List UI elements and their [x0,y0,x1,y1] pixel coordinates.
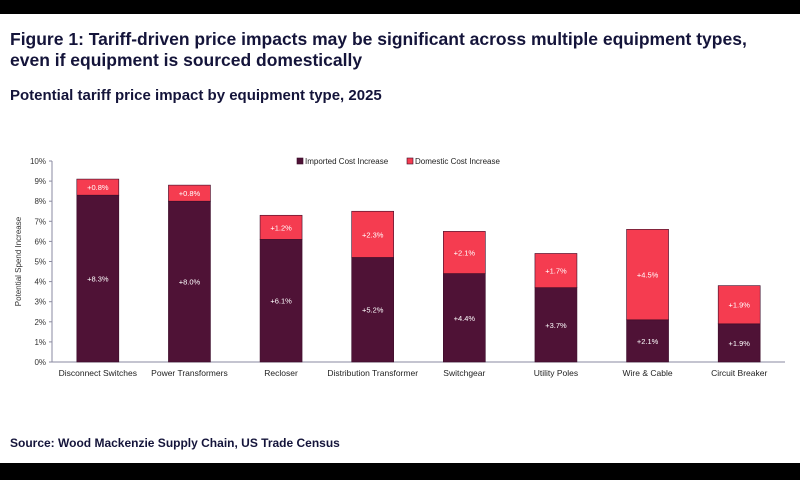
data-label: +2.1% [637,337,659,346]
x-tick-label: Recloser [264,368,298,378]
top-letterbox [0,0,800,14]
legend-label: Imported Cost Increase [305,157,389,166]
y-tick-label: 7% [34,217,46,226]
legend-label: Domestic Cost Increase [415,157,500,166]
chart-subtitle: Potential tariff price impact by equipme… [10,87,382,104]
figure-title: Figure 1: Tariff-driven price impacts ma… [10,29,747,70]
x-tick-label: Circuit Breaker [711,368,767,378]
bar-segment [534,253,578,288]
y-tick-label: 10% [30,157,46,166]
data-label: +4.5% [637,271,659,280]
bar-segment [259,214,303,240]
source-note: Source: Wood Mackenzie Supply Chain, US … [10,436,340,450]
data-label: +0.8% [179,189,201,198]
bar-segment [626,319,669,363]
x-tick-label: Disconnect Switches [59,368,137,378]
y-tick-label: 5% [34,258,46,267]
data-label: +2.3% [362,230,384,239]
data-label: +8.0% [179,278,201,287]
y-tick-label: 2% [34,318,46,327]
data-label: +5.2% [362,306,384,315]
bar-segment [717,323,761,363]
y-tick-label: 4% [34,278,46,287]
x-tick-label: Power Transformers [151,368,228,378]
legend-swatch [296,157,304,165]
data-label: +2.1% [454,248,476,257]
x-tick-label: Wire & Cable [623,368,673,378]
bar-segment [443,231,486,274]
x-tick-label: Switchgear [443,368,485,378]
bar-segment [76,194,120,363]
data-label: +0.8% [87,183,109,192]
bar-segment [351,210,394,258]
bar-segment [168,184,211,202]
x-tick-label: Distribution Transformer [327,368,418,378]
bar-segment [534,287,578,363]
y-tick-label: 6% [34,237,46,246]
y-tick-label: 0% [34,358,46,367]
y-tick-label: 1% [34,338,46,347]
bar-segment [76,178,120,196]
legend-swatch [406,157,414,165]
data-label: +8.3% [87,275,109,284]
y-axis-label: Potential Spend Increase [14,216,23,306]
bar-segment [168,200,211,363]
data-label: +1.7% [545,267,567,276]
data-label: +1.2% [270,223,292,232]
bar-segment [259,239,303,363]
data-label: +1.9% [728,339,750,348]
data-label: +1.9% [728,301,750,310]
y-tick-label: 9% [34,177,46,186]
bar-segment [717,285,761,325]
data-label: +4.4% [454,314,476,323]
y-tick-label: 3% [34,298,46,307]
bar-segment [443,273,486,363]
data-label: +3.7% [545,321,567,330]
bottom-letterbox [0,463,800,480]
x-tick-label: Utility Poles [534,368,578,378]
bar-segment [626,229,669,321]
data-label: +6.1% [270,297,292,306]
y-tick-label: 8% [34,197,46,206]
